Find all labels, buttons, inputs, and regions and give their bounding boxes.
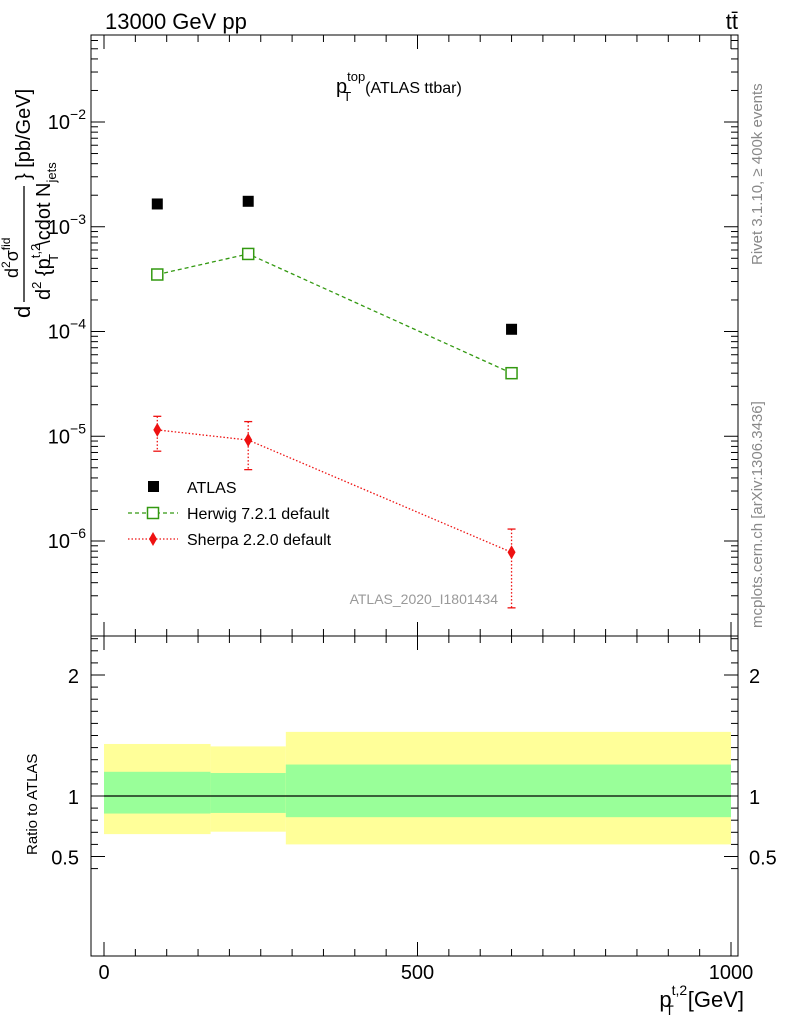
- x-axis-label: pt,2 T [GeV]: [659, 982, 744, 1018]
- ratio-axis-ticks: [91, 636, 738, 956]
- atlas-data-point: [151, 198, 163, 210]
- ratio-y-tick-label-right: 1: [749, 787, 760, 809]
- herwig-point: [241, 247, 255, 261]
- herwig-point: [151, 268, 164, 281]
- plot-title: ptop T (ATLAS ttbar): [336, 69, 462, 104]
- atlas-data-point: [506, 323, 518, 335]
- ratio-tick-labels: 0.5 0.5 1 1 2 2 0 500 1000: [51, 666, 777, 984]
- main-y-axis-label-d: d: [10, 306, 35, 318]
- ratio-stat-uncertainty-band: [210, 773, 286, 813]
- x-axis-label-unit: [GeV]: [688, 987, 744, 1012]
- plot-title-symbol: p: [336, 76, 347, 98]
- legend-herwig-label: Herwig 7.2.1 default: [187, 506, 330, 523]
- ratio-stat-uncertainty-band: [285, 764, 731, 818]
- legend-sherpa-label: Sherpa 2.2.0 default: [187, 532, 332, 549]
- x-tick-label: 0: [98, 962, 109, 984]
- main-y-axis-label-unit: } [pb/GeV]: [13, 89, 35, 180]
- legend: ATLAS Herwig 7.2.1 default Sherpa 2.2.0 …: [128, 480, 332, 549]
- mcplots-label: mcplots.cern.ch [arXiv:1306.3436]: [749, 401, 766, 628]
- legend-herwig-marker: [146, 506, 160, 520]
- process-label: tt̄: [726, 9, 738, 34]
- x-tick-label: 1000: [709, 962, 754, 984]
- ratio-y-tick-label-right: 2: [749, 666, 760, 688]
- legend-atlas-label: ATLAS: [187, 480, 237, 497]
- ratio-uncertainty-bands: [104, 731, 731, 845]
- ratio-stat-uncertainty-band: [104, 771, 211, 814]
- main-axis-ticks: [91, 35, 738, 636]
- plot-title-sup: top: [347, 69, 365, 84]
- plot-title-sub: T: [343, 89, 351, 104]
- x-tick-label: 500: [401, 962, 434, 984]
- main-series-layer: [151, 195, 518, 609]
- ratio-plot-panel: 0.5 0.5 1 1 2 2 0 500 1000 Ratio to ATLAS pt,2 T […: [24, 635, 777, 1018]
- plot-title-rest: (ATLAS ttbar): [365, 80, 462, 97]
- legend-sherpa-marker: [149, 532, 157, 546]
- x-axis-label-sup: t,2: [672, 982, 688, 998]
- ratio-y-tick-label: 0.5: [51, 848, 79, 870]
- sherpa-point: [153, 422, 162, 437]
- legend-atlas-marker: [148, 481, 159, 492]
- sherpa-point: [507, 545, 516, 560]
- ratio-y-tick-label: 1: [68, 787, 79, 809]
- ratio-y-tick-label: 2: [68, 666, 79, 688]
- x-axis-label-sub: T: [665, 1002, 674, 1018]
- herwig-point: [505, 366, 518, 380]
- ratio-y-tick-label-right: 0.5: [749, 848, 777, 870]
- rivet-version-label: Rivet 3.1.10, ≥ 400k events: [749, 83, 766, 265]
- x-axis-label-symbol: p: [659, 987, 671, 1012]
- energy-label: 13000 GeV pp: [105, 9, 247, 34]
- ratio-y-axis-label: Ratio to ATLAS: [24, 754, 41, 855]
- atlas-data-point: [242, 195, 254, 207]
- sherpa-point: [244, 433, 253, 448]
- analysis-id-label: ATLAS_2020_I1801434: [350, 591, 499, 607]
